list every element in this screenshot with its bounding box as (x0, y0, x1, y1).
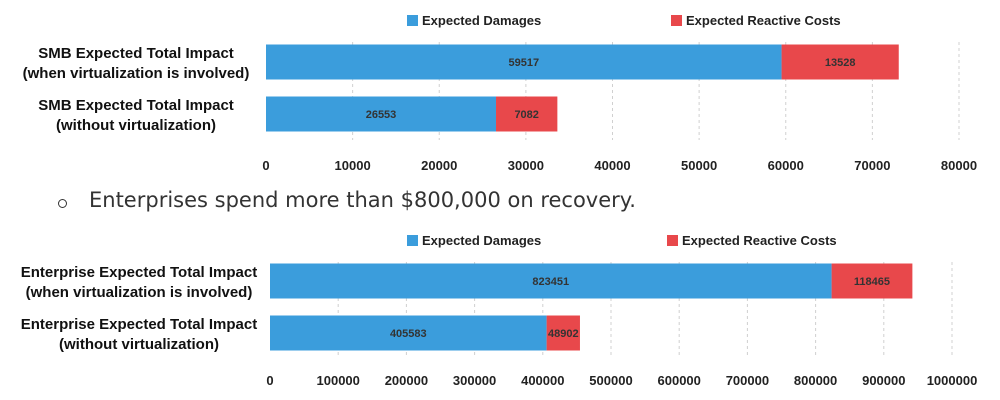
x-tick-label: 1000000 (927, 373, 978, 388)
x-tick-label: 40000 (594, 158, 630, 173)
bar-segment (831, 263, 913, 299)
legend-swatch (667, 235, 678, 246)
legend-swatch (407, 15, 418, 26)
bar-value-label: 405583 (390, 328, 427, 340)
x-tick-label: 30000 (508, 158, 544, 173)
x-tick-label: 0 (266, 373, 273, 388)
x-tick-label: 60000 (768, 158, 804, 173)
bullet-text: Enterprises spend more than $800,000 on … (89, 188, 636, 212)
bar-segment (781, 44, 899, 80)
x-tick-label: 300000 (453, 373, 496, 388)
x-tick-label: 80000 (941, 158, 977, 173)
x-tick-label: 700000 (726, 373, 769, 388)
bar-value-label: 59517 (508, 57, 539, 69)
x-tick-label: 20000 (421, 158, 457, 173)
bullet-point: Enterprises spend more than $800,000 on … (58, 184, 958, 216)
x-tick-label: 10000 (335, 158, 371, 173)
category-label: SMB Expected Total Impact (without virtua… (38, 97, 234, 134)
x-tick-label: 50000 (681, 158, 717, 173)
bar-segment (270, 263, 832, 299)
bar-segment (496, 96, 558, 132)
x-tick-label: 200000 (385, 373, 428, 388)
bar-segment (266, 44, 782, 80)
legend-label: Expected Reactive Costs (682, 233, 837, 248)
x-tick-label: 800000 (794, 373, 837, 388)
legend-label: Expected Damages (422, 13, 541, 28)
x-tick-label: 70000 (854, 158, 890, 173)
bar-value-label: 7082 (514, 109, 538, 121)
legend-label: Expected Damages (422, 233, 541, 248)
category-label: Enterprise Expected Total Impact (without… (21, 316, 257, 353)
x-tick-label: 500000 (589, 373, 632, 388)
bar-value-label: 823451 (532, 276, 569, 288)
bar-value-label: 48902 (548, 328, 579, 340)
x-tick-label: 400000 (521, 373, 564, 388)
category-label: Enterprise Expected Total Impact (when vi… (21, 264, 257, 301)
x-tick-label: 0 (262, 158, 269, 173)
bar-segment (266, 96, 497, 132)
smb-impact-chart: Expected Damages Expected Reactive Costs 0… (23, 13, 977, 173)
bar-segment (546, 315, 580, 351)
legend-swatch (671, 15, 682, 26)
legend-swatch (407, 235, 418, 246)
x-tick-label: 600000 (658, 373, 701, 388)
x-tick-label: 100000 (317, 373, 360, 388)
legend-label: Expected Reactive Costs (686, 13, 841, 28)
bar-value-label: 13528 (825, 57, 856, 69)
bar-value-label: 118465 (854, 276, 890, 288)
bullet-circle-icon (58, 198, 67, 208)
bar-value-label: 26553 (366, 109, 397, 121)
bar-segment (270, 315, 547, 351)
enterprise-impact-chart: Expected Damages Expected Reactive Costs 0… (21, 233, 978, 388)
x-tick-label: 900000 (862, 373, 905, 388)
category-label: SMB Expected Total Impact (when virtualiz… (23, 45, 250, 82)
